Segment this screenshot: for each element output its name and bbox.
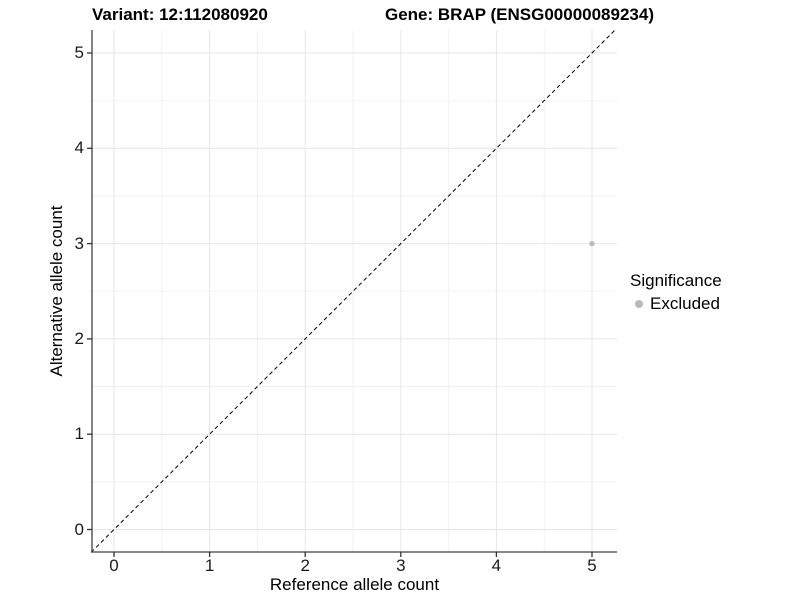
variant-title: Variant: 12:112080920	[92, 5, 268, 24]
x-axis-title: Reference allele count	[269, 575, 440, 594]
x-tick-label: 1	[204, 556, 215, 575]
legend: Significance Excluded	[630, 271, 722, 314]
y-axis-title: Alternative allele count	[47, 205, 66, 377]
x-tick-label: 0	[109, 556, 119, 575]
x-tick-label: 5	[587, 556, 597, 575]
gene-title: Gene: BRAP (ENSG00000089234)	[385, 5, 654, 24]
y-tick-label: 5	[74, 43, 84, 62]
plot-panel	[87, 29, 617, 557]
y-tick-label: 0	[74, 519, 84, 539]
legend-item-label: Excluded	[650, 294, 720, 313]
y-tick-label: 3	[74, 233, 84, 253]
data-point-excluded	[589, 241, 595, 247]
x-tick-label: 2	[300, 556, 310, 575]
legend-key	[630, 295, 648, 313]
legend-item-excluded: Excluded	[630, 294, 722, 314]
legend-title: Significance	[630, 271, 722, 290]
excluded-dot-icon	[635, 300, 643, 308]
x-tick-label: 4	[491, 556, 502, 575]
y-tick-label: 1	[74, 424, 84, 444]
y-tick-label: 2	[74, 328, 84, 348]
x-tick-label: 3	[396, 556, 406, 575]
plot-line	[90, 29, 616, 553]
plot-area	[87, 29, 617, 557]
y-tick-label: 4	[74, 138, 84, 158]
